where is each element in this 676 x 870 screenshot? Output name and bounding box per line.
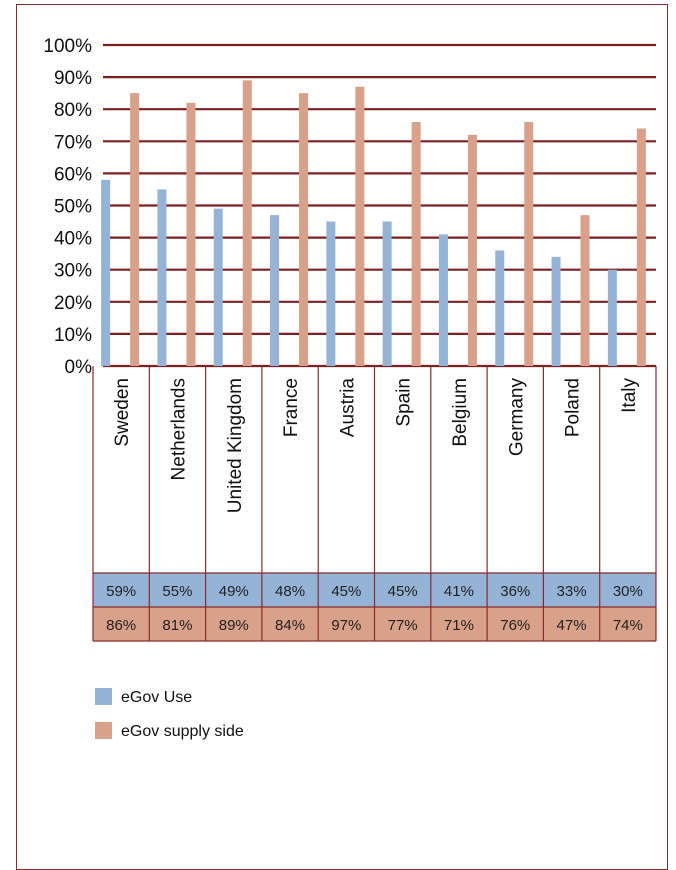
table-value-egov-use: 59% xyxy=(106,583,136,600)
table-cell-egov-supply xyxy=(430,607,488,641)
bar-egov-use-germany xyxy=(495,250,505,366)
table-value-egov-use: 55% xyxy=(162,583,192,600)
bar-egov-supply-netherlands xyxy=(186,102,196,366)
table-cell-egov-use xyxy=(599,573,656,607)
bar-egov-use-italy xyxy=(607,269,617,366)
y-tick-label: 80% xyxy=(54,100,92,121)
data-table: Sweden Netherlands United Kingdom France Aus… xyxy=(92,366,657,642)
category-label: Germany xyxy=(506,378,527,457)
y-tick-label: 70% xyxy=(54,132,92,153)
category-label: Netherlands xyxy=(168,378,189,480)
table-value-egov-supply: 74% xyxy=(613,617,643,634)
table-cell-egov-supply xyxy=(149,607,206,641)
gridlines xyxy=(103,43,656,368)
legend-swatch xyxy=(95,688,112,705)
bar-egov-use-belgium xyxy=(438,234,448,366)
bar-egov-supply-poland xyxy=(580,215,590,366)
table-cell-egov-supply xyxy=(93,607,150,641)
category-label: United Kingdom xyxy=(225,378,246,513)
table-cell-egov-use xyxy=(318,573,375,607)
table-cell-egov-supply xyxy=(318,607,375,641)
table-value-egov-supply: 47% xyxy=(557,617,587,634)
category-label: France xyxy=(281,378,302,437)
table-cell-egov-use xyxy=(93,573,150,607)
category-label: Belgium xyxy=(450,378,471,447)
y-tick-label: 100% xyxy=(43,36,92,57)
y-tick-label: 50% xyxy=(54,197,92,218)
bars xyxy=(101,80,646,367)
bar-egov-supply-austria xyxy=(355,86,365,366)
table-value-egov-supply: 97% xyxy=(331,617,361,634)
bar-egov-use-sweden xyxy=(101,179,111,366)
bar-egov-use-netherlands xyxy=(157,189,167,366)
legend-label: eGov Use xyxy=(121,689,192,706)
table-cell-egov-use xyxy=(149,573,206,607)
category-label: Austria xyxy=(337,378,358,438)
table-value-egov-use: 30% xyxy=(613,583,643,600)
bar-egov-supply-italy xyxy=(636,128,646,366)
bar-egov-use-france xyxy=(270,215,280,366)
y-tick-label: 30% xyxy=(54,261,92,282)
table-cell-egov-use xyxy=(543,573,600,607)
category-label: Italy xyxy=(619,378,640,413)
bar-egov-use-united-kingdom xyxy=(213,208,223,366)
legend-swatch xyxy=(95,722,112,739)
table-cell-egov-use xyxy=(430,573,488,607)
bar-egov-use-austria xyxy=(326,221,336,366)
y-tick-label: 10% xyxy=(54,325,92,346)
y-tick-label: 20% xyxy=(54,293,92,314)
table-cell-egov-supply xyxy=(543,607,600,641)
table-cell-egov-use xyxy=(374,573,431,607)
table-cell-egov-supply xyxy=(487,607,544,641)
bar-egov-use-poland xyxy=(551,256,561,366)
category-label: Sweden xyxy=(112,378,133,447)
table-value-egov-use: 49% xyxy=(219,583,249,600)
legend-label: eGov supply side xyxy=(121,723,244,740)
bar-egov-use-spain xyxy=(382,221,392,366)
bar-egov-supply-belgium xyxy=(467,134,477,366)
legend: eGov Use eGov supply side xyxy=(95,688,244,740)
table-cell-egov-supply xyxy=(205,607,262,641)
table-value-egov-use: 36% xyxy=(500,583,530,600)
table-value-egov-supply: 76% xyxy=(500,617,530,634)
table-value-egov-supply: 81% xyxy=(162,617,192,634)
bar-egov-supply-france xyxy=(299,93,309,367)
bar-egov-supply-spain xyxy=(411,122,421,366)
table-value-egov-supply: 89% xyxy=(219,617,249,634)
table-cell-egov-use xyxy=(487,573,544,607)
bar-egov-supply-sweden xyxy=(130,93,140,367)
y-axis-labels: 0% 10% 20% 30% 40% 50% 60% 70% 80% 90% 100% xyxy=(43,36,92,378)
table-value-egov-supply: 71% xyxy=(444,617,474,634)
table-value-egov-use: 45% xyxy=(331,583,361,600)
category-label: Poland xyxy=(563,378,584,437)
table-value-egov-supply: 84% xyxy=(275,617,305,634)
y-tick-label: 40% xyxy=(54,229,92,250)
y-tick-label: 60% xyxy=(54,164,92,185)
chart-frame xyxy=(16,4,668,870)
table-value-egov-supply: 77% xyxy=(388,617,418,634)
table-cell-egov-supply xyxy=(374,607,431,641)
table-value-egov-use: 33% xyxy=(557,583,587,600)
bar-egov-supply-united-kingdom xyxy=(242,80,252,366)
table-cell-egov-use xyxy=(205,573,262,607)
table-value-egov-use: 41% xyxy=(444,583,474,600)
y-tick-label: 0% xyxy=(65,357,93,378)
table-value-egov-supply: 86% xyxy=(106,617,136,634)
table-cell-egov-supply xyxy=(261,607,319,641)
y-tick-label: 90% xyxy=(54,68,92,89)
bar-egov-supply-germany xyxy=(524,122,534,366)
table-cell-egov-use xyxy=(261,573,319,607)
table-value-egov-use: 45% xyxy=(388,583,418,600)
table-cell-egov-supply xyxy=(599,607,656,641)
table-value-egov-use: 48% xyxy=(275,583,305,600)
category-label: Spain xyxy=(394,378,415,427)
